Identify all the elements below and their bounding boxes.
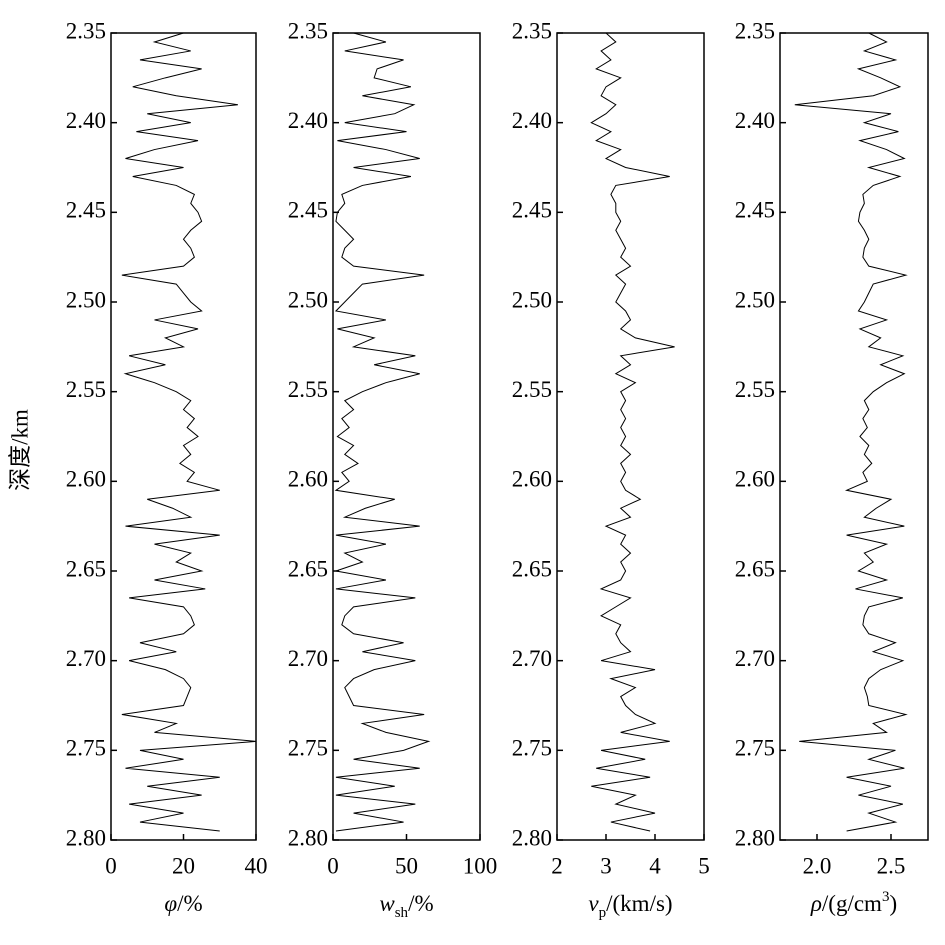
x-axis-label-part: v [588,891,599,916]
y-tick-label: 2.60 [512,467,552,492]
x-tick-label: 20 [172,853,195,878]
x-axis-label-part: ) [889,891,897,916]
x-axis-label-part: /% [408,891,434,916]
y-tick-label: 2.65 [512,556,552,581]
y-tick-label: 2.55 [735,377,775,402]
x-axis-label: ρ/(g/cm3) [810,889,897,916]
x-tick-label: 2.0 [803,853,832,878]
x-axis-label: vp/(km/s) [588,891,672,921]
y-tick-label: 2.75 [288,736,328,761]
y-tick-label: 2.75 [512,736,552,761]
y-tick-label: 2.35 [288,18,328,43]
y-tick-label: 2.40 [512,108,552,133]
y-tick-label: 2.60 [66,467,106,492]
x-axis-label-part: 3 [882,889,890,905]
y-tick-label: 2.80 [735,825,775,850]
x-axis-label-part: /(g/cm [822,891,882,916]
y-tick-label: 2.40 [288,108,328,133]
y-tick-label: 2.70 [735,646,775,671]
y-tick-label: 2.50 [288,287,328,312]
y-tick-label: 2.70 [288,646,328,671]
y-tick-label: 2.60 [735,467,775,492]
y-tick-label: 2.40 [66,108,106,133]
y-tick-label: 2.50 [512,287,552,312]
x-tick-label: 2.5 [877,853,906,878]
y-tick-label: 2.75 [735,736,775,761]
y-tick-label: 2.35 [735,18,775,43]
y-tick-label: 2.40 [735,108,775,133]
x-axis-label-part: w [379,891,395,916]
x-axis-label-part: ρ [810,891,822,916]
x-tick-label: 40 [245,853,268,878]
log-curve [334,32,431,832]
y-tick-label: 2.55 [66,377,106,402]
y-tick-label: 2.45 [512,198,552,223]
y-tick-label: 2.35 [512,18,552,43]
x-tick-label: 0 [105,853,117,878]
x-tick-label: 0 [327,853,339,878]
y-tick-label: 2.55 [288,377,328,402]
x-axis-label: φ/% [164,891,202,916]
y-tick-label: 2.65 [66,556,106,581]
x-tick-label: 50 [395,853,418,878]
x-tick-label: 2 [551,853,563,878]
x-tick-label: 4 [649,853,661,878]
y-tick-label: 2.35 [66,18,106,43]
x-tick-label: 100 [463,853,498,878]
x-axis-label-part: φ [164,891,177,916]
y-tick-label: 2.45 [735,198,775,223]
y-tick-label: 2.60 [288,467,328,492]
x-axis-label-part: /(km/s) [606,891,672,916]
y-tick-label: 2.50 [735,287,775,312]
plot-frame [779,32,929,841]
log-curve [794,32,908,832]
x-tick-label: 3 [600,853,612,878]
x-tick-label: 5 [698,853,710,878]
x-axis-label-part: sh [395,905,409,921]
y-tick-label: 2.65 [288,556,328,581]
y-tick-label: 2.65 [735,556,775,581]
y-tick-label: 2.45 [288,198,328,223]
y-tick-label: 2.45 [66,198,106,223]
y-tick-label: 2.50 [66,287,106,312]
y-axis-label: 深度/km [7,409,32,491]
y-tick-label: 2.80 [288,825,328,850]
log-curve [121,32,257,832]
x-axis-label-part: /% [177,891,203,916]
y-tick-label: 2.70 [512,646,552,671]
plot-frame [110,32,257,841]
x-axis-label: wsh/% [379,891,433,921]
y-tick-label: 2.70 [66,646,106,671]
y-tick-label: 2.80 [66,825,106,850]
x-axis-label-part: p [599,905,607,921]
y-tick-label: 2.80 [512,825,552,850]
plot-frame [556,32,705,841]
plot-frame [332,32,481,841]
log-curve [590,32,675,832]
y-tick-label: 2.55 [512,377,552,402]
y-tick-label: 2.75 [66,736,106,761]
